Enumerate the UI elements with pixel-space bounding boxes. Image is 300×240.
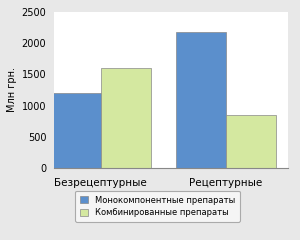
Y-axis label: Млн грн.: Млн грн.: [8, 67, 17, 113]
Bar: [101, 68, 151, 168]
Legend: Монокомпонентные препараты, Комбинированные препараты: Монокомпонентные препараты, Комбинирован…: [75, 191, 240, 222]
Bar: [51, 93, 101, 168]
Bar: [176, 32, 226, 168]
Bar: [226, 115, 275, 168]
